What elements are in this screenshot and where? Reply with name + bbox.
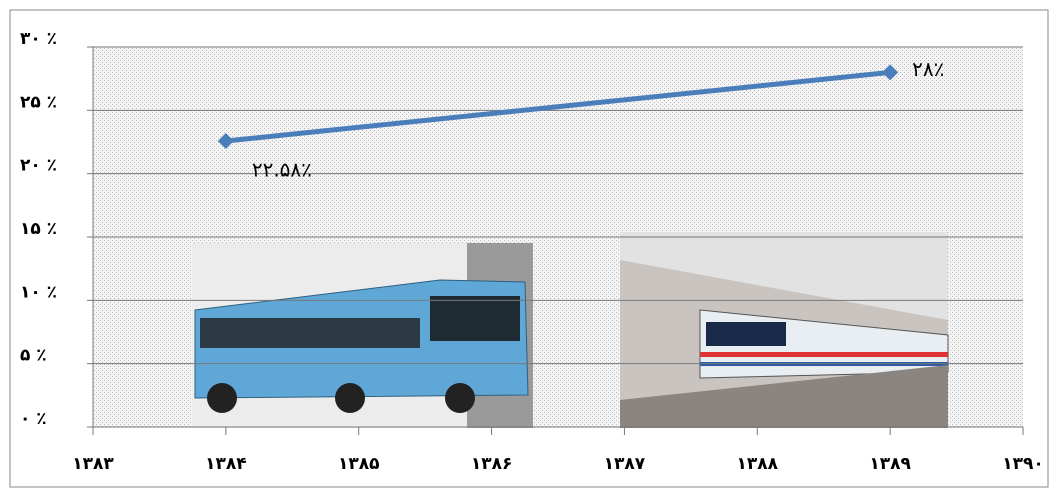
bus-photo <box>192 243 533 428</box>
x-tick-label: ۱۳۸۷ <box>604 454 646 474</box>
train-photo <box>620 232 949 428</box>
x-tick-label: ۱۳۸۸ <box>737 454 779 474</box>
data-label: ۲۸٪ <box>912 57 944 81</box>
x-tick-label: ۱۳۸۶ <box>471 454 513 474</box>
y-tick-label: ۵ ٪ <box>20 346 47 366</box>
y-tick-label: ۰ ٪ <box>20 409 47 429</box>
marker <box>882 64 899 81</box>
line <box>225 69 891 144</box>
y-tick-label: ۱۵ ٪ <box>20 219 57 239</box>
data-label: ۲۲.۵۸٪ <box>252 157 312 181</box>
x-tick-label: ۱۳۸۹ <box>869 454 911 474</box>
y-tick-label: ۲۰ ٪ <box>20 156 57 176</box>
marker <box>217 132 234 149</box>
x-tick-label: ۱۳۸۵ <box>338 454 380 474</box>
y-tick-label: ۱۰ ٪ <box>20 282 57 302</box>
x-tick-label: ۱۳۸۳ <box>72 454 114 474</box>
y-tick-label: ۲۵ ٪ <box>20 92 57 112</box>
y-tick-label: ۳۰ ٪ <box>20 29 57 49</box>
x-tick-label: ۱۳۸۴ <box>205 454 247 474</box>
x-tick-label: ۱۳۹۰ <box>1002 454 1044 474</box>
